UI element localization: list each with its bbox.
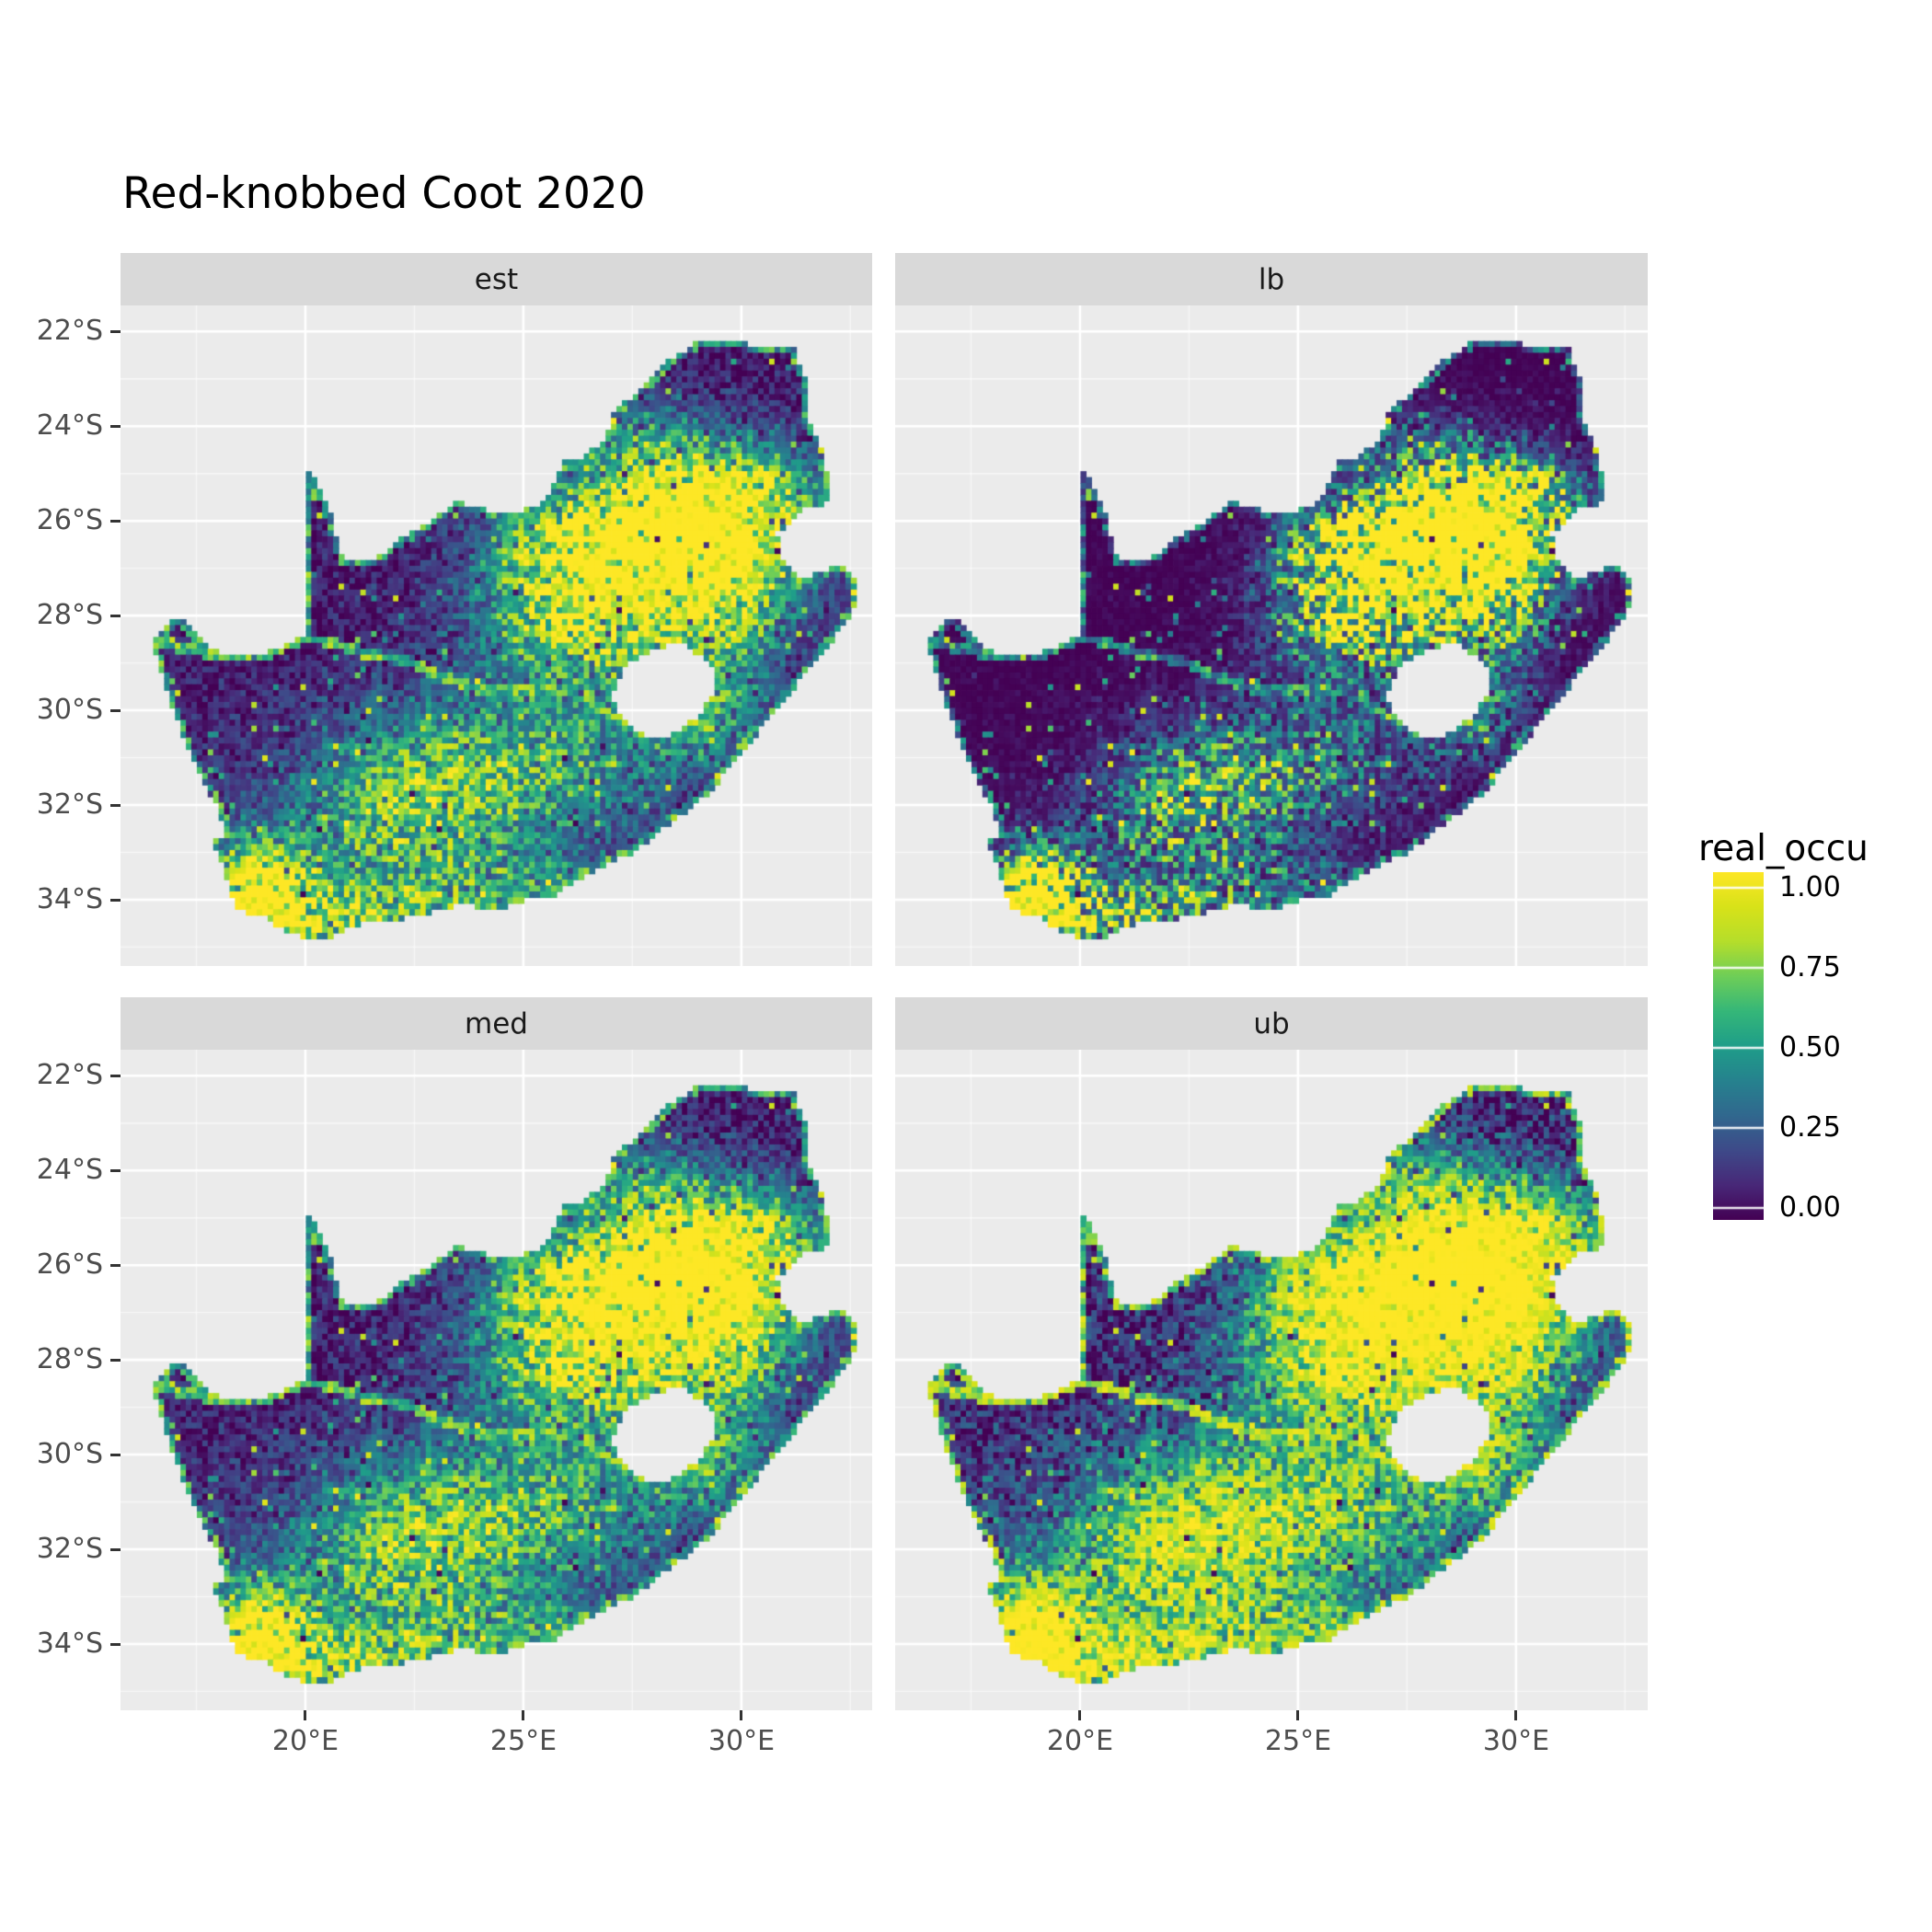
y-axis-tick <box>110 1643 121 1646</box>
y-axis-tick <box>110 804 121 807</box>
y-axis-tick <box>110 330 121 333</box>
x-axis-label: 20°E <box>1046 1725 1114 1757</box>
y-axis-tick <box>110 899 121 902</box>
x-axis-tick <box>1296 1710 1299 1720</box>
y-axis-tick <box>110 1264 121 1267</box>
x-axis-tick <box>304 1710 306 1720</box>
facet-strip-est: est <box>121 253 872 305</box>
y-axis-label: 32°S <box>36 1533 103 1565</box>
map-panel-est <box>121 305 872 966</box>
facet-strip-med: med <box>121 997 872 1050</box>
facet-label-med: med <box>465 1006 528 1041</box>
map-panel-lb <box>895 305 1648 966</box>
y-axis-tick <box>110 1169 121 1172</box>
x-axis-tick <box>1514 1710 1517 1720</box>
y-axis-label: 26°S <box>36 504 103 536</box>
y-axis-tick <box>110 425 121 428</box>
y-axis-label: 34°S <box>36 1627 103 1660</box>
chart-title: Red-knobbed Coot 2020 <box>122 168 646 219</box>
legend-label: 0.50 <box>1779 1031 1841 1064</box>
x-axis-label: 30°E <box>707 1725 776 1757</box>
y-axis-tick <box>110 520 121 523</box>
y-axis-label: 34°S <box>36 883 103 915</box>
facet-label-est: est <box>474 262 519 296</box>
map-panel-ub <box>895 1050 1648 1710</box>
y-axis-label: 22°S <box>36 1059 103 1091</box>
legend-colorbar <box>1713 872 1764 1220</box>
y-axis-label: 24°S <box>36 1154 103 1186</box>
facet-label-lb: lb <box>1258 262 1285 296</box>
facet-strip-ub: ub <box>895 997 1648 1050</box>
y-axis-tick <box>110 1454 121 1456</box>
y-axis-label: 30°S <box>36 694 103 726</box>
legend-label: 0.25 <box>1779 1111 1841 1144</box>
legend-label: 1.00 <box>1779 871 1841 903</box>
facet-label-ub: ub <box>1253 1006 1290 1041</box>
x-axis-label: 30°E <box>1482 1725 1550 1757</box>
y-axis-label: 30°S <box>36 1438 103 1470</box>
x-axis-label: 25°E <box>489 1725 558 1757</box>
x-axis-label: 25°E <box>1264 1725 1332 1757</box>
y-axis-label: 28°S <box>36 1343 103 1375</box>
y-axis-label: 24°S <box>36 409 103 442</box>
y-axis-label: 22°S <box>36 315 103 347</box>
x-axis-tick <box>522 1710 524 1720</box>
legend-label: 0.00 <box>1779 1191 1841 1224</box>
legend-title: real_occu <box>1698 828 1869 869</box>
x-axis-label: 20°E <box>271 1725 339 1757</box>
map-panel-med <box>121 1050 872 1710</box>
y-axis-tick <box>110 1548 121 1551</box>
y-axis-label: 26°S <box>36 1248 103 1281</box>
x-axis-tick <box>740 1710 742 1720</box>
x-axis-tick <box>1078 1710 1081 1720</box>
y-axis-label: 28°S <box>36 599 103 631</box>
y-axis-tick <box>110 1359 121 1362</box>
facet-strip-lb: lb <box>895 253 1648 305</box>
y-axis-tick <box>110 709 121 712</box>
y-axis-label: 32°S <box>36 788 103 821</box>
y-axis-tick <box>110 1075 121 1077</box>
legend-label: 0.75 <box>1779 951 1841 983</box>
y-axis-tick <box>110 615 121 617</box>
